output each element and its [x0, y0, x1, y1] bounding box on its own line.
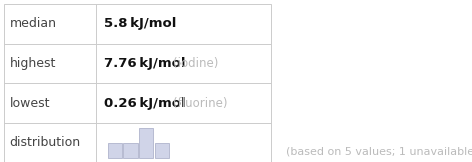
Bar	[108, 143, 122, 158]
Text: 0.26 kJ/mol: 0.26 kJ/mol	[104, 97, 186, 110]
Text: highest: highest	[9, 57, 56, 70]
Text: (iodine): (iodine)	[173, 57, 218, 70]
Text: distribution: distribution	[9, 136, 81, 150]
Bar	[139, 128, 153, 158]
Text: median: median	[9, 17, 57, 30]
Bar	[4, 4, 271, 162]
Bar	[123, 143, 138, 158]
Text: (fluorine): (fluorine)	[173, 97, 227, 110]
Text: lowest: lowest	[9, 97, 50, 110]
Text: 5.8 kJ/mol: 5.8 kJ/mol	[104, 17, 177, 30]
Text: (based on 5 values; 1 unavailable): (based on 5 values; 1 unavailable)	[286, 146, 472, 156]
Bar	[155, 143, 169, 158]
Text: 7.76 kJ/mol: 7.76 kJ/mol	[104, 57, 186, 70]
